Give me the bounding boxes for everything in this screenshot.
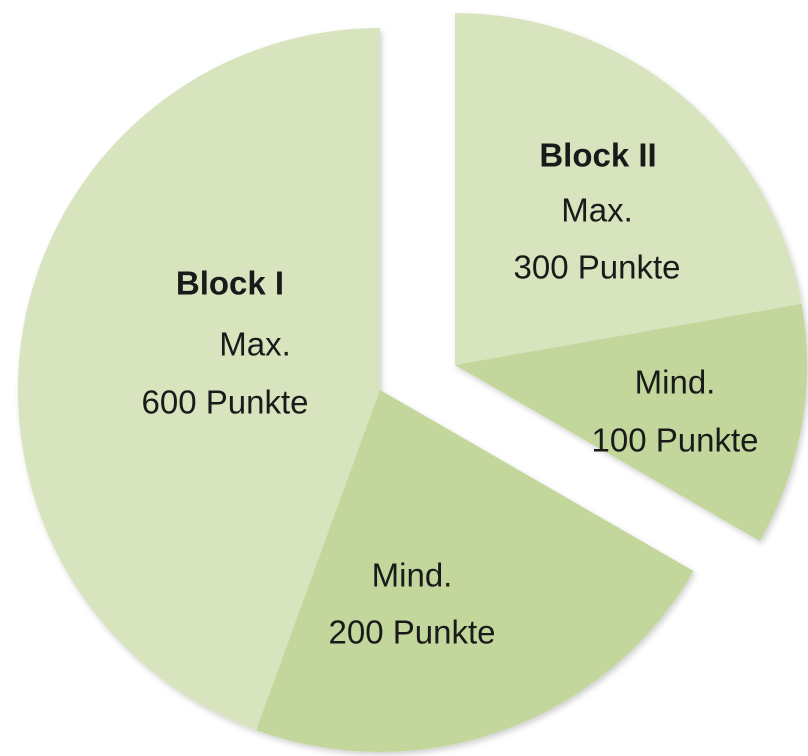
min-points: 100 Punkte xyxy=(592,422,759,459)
block-1-pie xyxy=(17,27,694,753)
max-points: 600 Punkte xyxy=(142,384,309,421)
max-label: Max. xyxy=(561,192,633,229)
max-points: 300 Punkte xyxy=(514,249,681,286)
min-label: Mind. xyxy=(635,364,716,401)
block-1-max-slice xyxy=(17,27,380,731)
max-label: Max. xyxy=(219,326,291,363)
block-title: Block I xyxy=(176,265,284,302)
min-label: Mind. xyxy=(372,557,453,594)
block-2-pie xyxy=(455,12,808,541)
min-points: 200 Punkte xyxy=(329,614,496,651)
block-2-min-slice xyxy=(455,303,808,541)
block-1-min-slice xyxy=(256,390,694,753)
block-title: Block II xyxy=(539,137,656,174)
block-2-max-slice xyxy=(455,12,802,365)
